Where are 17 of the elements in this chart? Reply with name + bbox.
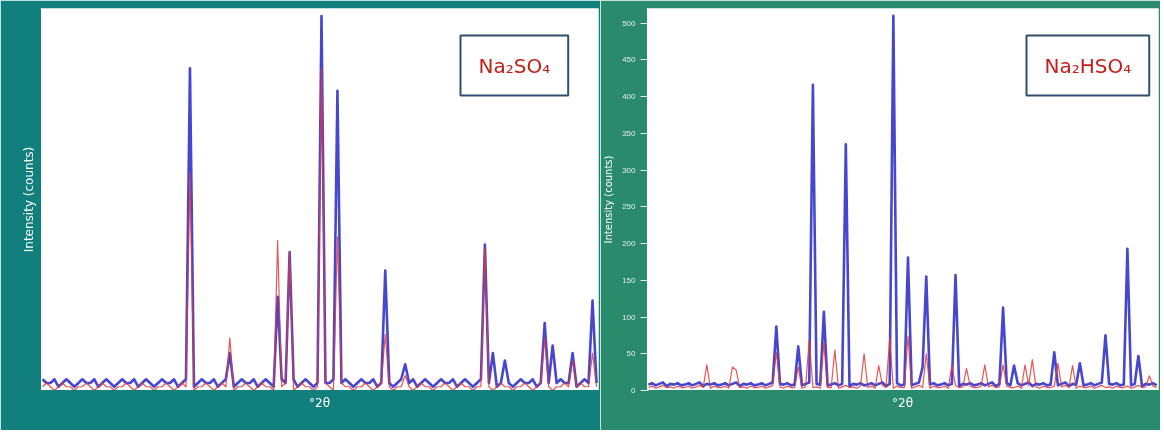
y-tick-label: 0 [631, 386, 637, 395]
y-tick-label: 400 [622, 92, 637, 102]
y-tick-label: 450 [622, 55, 637, 65]
y-axis-title: Intensity (counts) [603, 155, 615, 244]
y-tick-label: 50 [626, 349, 637, 359]
y-axis-title: Intensity (counts) [21, 146, 36, 253]
x-axis-title: °2θ [892, 395, 913, 410]
x-axis-title: °2θ [309, 395, 330, 410]
y-tick-label: 200 [622, 239, 637, 249]
y-tick-label: 500 [622, 18, 637, 28]
y-tick-label: 250 [622, 202, 637, 212]
y-tick-label: 350 [622, 128, 637, 138]
annotation: Na₂HSO₄ [1044, 53, 1132, 78]
y-tick-label: 150 [622, 275, 637, 285]
annotation: Na₂SO₄ [478, 53, 551, 78]
y-tick-label: 300 [622, 165, 637, 175]
y-tick-label: 100 [622, 312, 637, 322]
